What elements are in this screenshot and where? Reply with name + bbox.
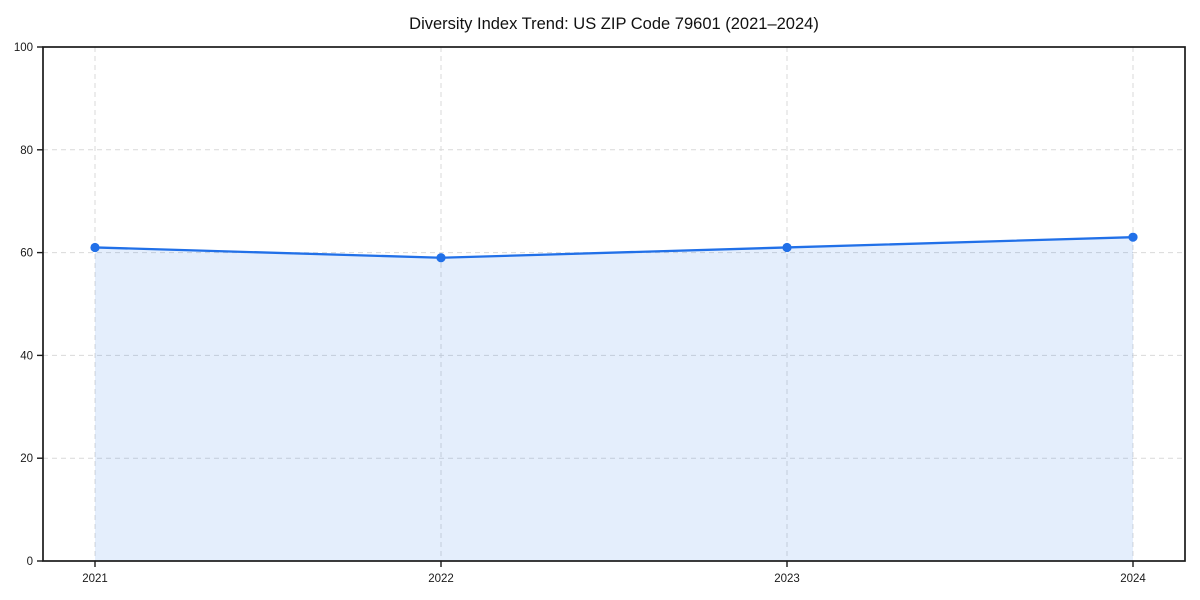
data-line	[93, 236, 1135, 259]
x-tick-label: 2022	[428, 573, 454, 585]
x-tick-label: 2024	[1120, 573, 1146, 585]
y-tick-label: 80	[20, 145, 33, 157]
x-tick-label: 2023	[774, 573, 800, 585]
data-point	[782, 242, 792, 253]
y-tick-label: 0	[27, 556, 33, 568]
area-fill	[95, 237, 1133, 561]
x-tick-label: 2021	[82, 573, 108, 585]
y-tick-label: 40	[20, 350, 33, 362]
y-tick-label: 60	[20, 248, 33, 260]
data-point	[1128, 232, 1138, 242]
y-tick-label: 20	[20, 453, 33, 465]
y-tick-label: 100	[14, 42, 33, 54]
data-point	[436, 253, 446, 263]
data-point	[90, 242, 100, 253]
chart-title: Diversity Index Trend: US ZIP Code 79601…	[409, 15, 819, 33]
plot-frame	[42, 46, 1186, 562]
